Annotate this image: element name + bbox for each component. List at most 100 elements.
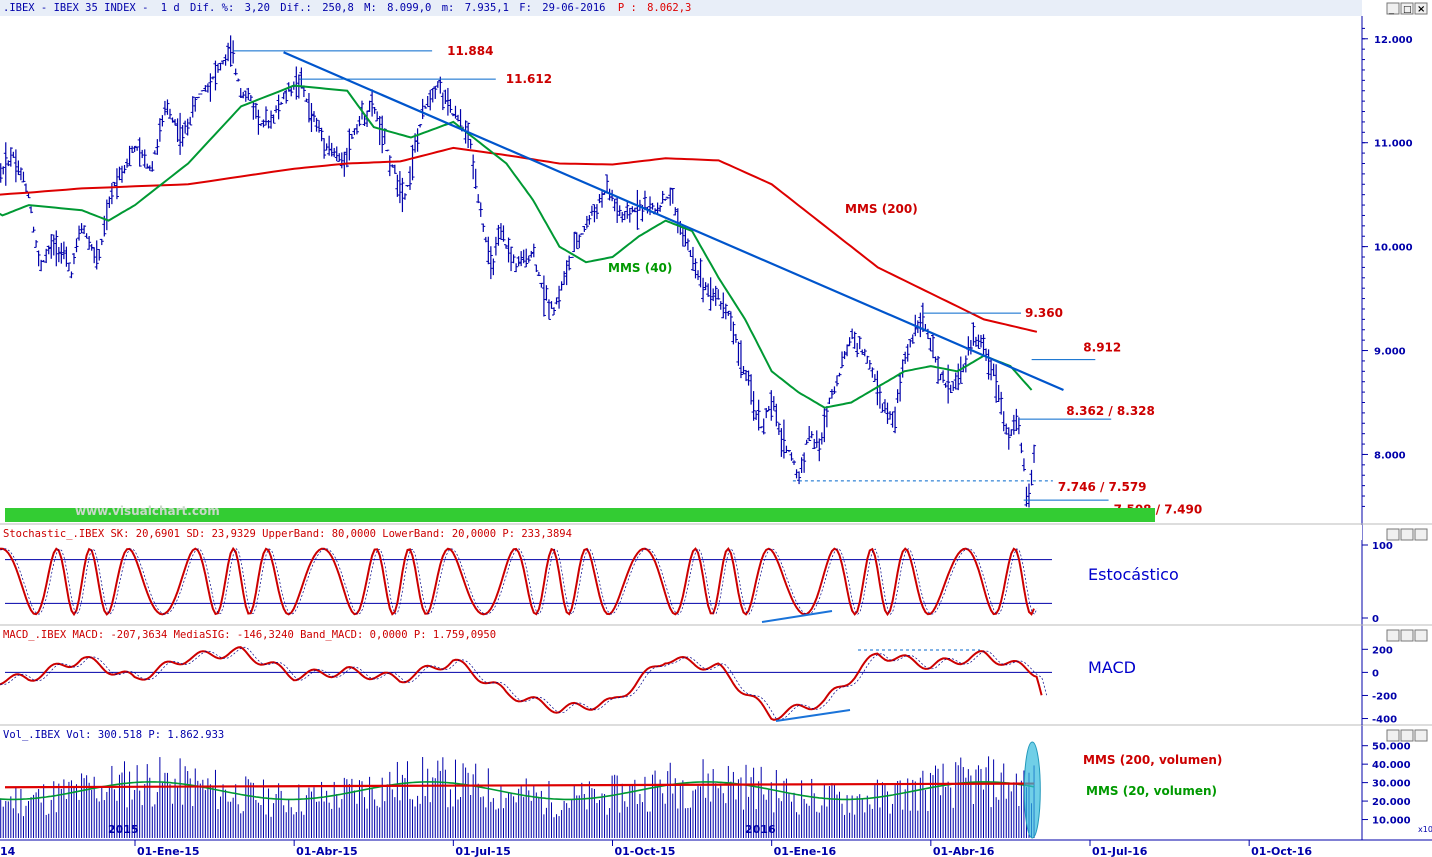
price-bar xyxy=(122,165,127,174)
price-bar xyxy=(231,40,236,64)
maximize-button[interactable] xyxy=(1400,528,1414,541)
price-bar xyxy=(779,428,784,457)
close-button[interactable] xyxy=(1414,2,1428,15)
price-bar xyxy=(0,163,3,183)
price-bar xyxy=(562,271,567,286)
close-button[interactable] xyxy=(1414,729,1428,742)
price-bar xyxy=(311,111,316,123)
price-bar xyxy=(766,405,771,412)
price-bar xyxy=(771,396,776,411)
price-bar xyxy=(713,285,718,306)
price-bar xyxy=(1004,423,1009,435)
price-bar xyxy=(185,118,190,136)
price-bar xyxy=(814,430,819,448)
price-bar xyxy=(210,76,215,80)
price-bar xyxy=(448,98,453,113)
minimize-button[interactable] xyxy=(1386,528,1400,541)
price-bar xyxy=(524,248,529,268)
price-bar xyxy=(736,341,741,366)
price-bar xyxy=(263,106,268,126)
price-bar xyxy=(132,145,137,152)
price-bar xyxy=(943,382,948,388)
price-bar xyxy=(23,183,28,193)
price-bar xyxy=(872,374,877,382)
price-bar xyxy=(289,86,294,97)
price-bar xyxy=(531,243,536,258)
price-bar xyxy=(963,355,968,373)
price-bar xyxy=(349,133,354,140)
price-bar xyxy=(13,149,18,183)
price-bar xyxy=(84,233,89,239)
price-bar xyxy=(8,147,13,167)
price-bar xyxy=(77,225,82,241)
price-bar xyxy=(36,250,41,267)
price-bar xyxy=(842,351,847,360)
level-label: 9.360 xyxy=(1025,306,1063,320)
price-bar xyxy=(56,247,61,263)
price-bar xyxy=(991,363,996,377)
price-bar xyxy=(910,334,915,344)
close-button[interactable] xyxy=(1414,629,1428,642)
x-tick-label: 14 xyxy=(0,845,16,857)
price-bar xyxy=(188,116,193,126)
price-bar xyxy=(266,120,271,129)
minimize-button[interactable] xyxy=(1386,729,1400,742)
price-bar xyxy=(402,193,407,200)
price-bar xyxy=(680,225,685,247)
price-bar xyxy=(567,255,572,271)
price-bar xyxy=(797,471,802,485)
price-window-buttons: _ □ × xyxy=(1386,2,1428,15)
y-tick-label: 10.000 xyxy=(1374,243,1413,254)
price-bar xyxy=(728,311,733,331)
price-bar xyxy=(693,258,698,279)
price-y-axis: 12.000 11.000 10.000 9.000 8.000 xyxy=(1362,27,1413,507)
price-bar xyxy=(142,149,147,168)
y-tick-label: 10.000 xyxy=(1372,816,1411,827)
price-bar xyxy=(114,168,119,200)
price-bar xyxy=(21,171,26,183)
price-bar xyxy=(1009,429,1014,437)
price-bar xyxy=(723,303,728,320)
price-bar xyxy=(966,336,971,356)
year-label: 2016 xyxy=(745,823,776,836)
price-bar xyxy=(329,142,334,157)
vol-header-text: Vol_.IBEX Vol: 300.518 P: 1.862.933 xyxy=(3,729,224,741)
maximize-button[interactable] xyxy=(1400,729,1414,742)
price-bar xyxy=(627,207,632,223)
price-bar xyxy=(903,351,908,364)
close-button[interactable] xyxy=(1414,528,1428,541)
price-bar xyxy=(372,106,377,114)
price-bar xyxy=(1,166,6,175)
price-bar xyxy=(410,144,415,181)
price-levels: 11.884 11.612 9.360 8.912 8.362 / 8.328 7.746… xyxy=(233,44,1202,516)
price-bar xyxy=(792,460,797,465)
price-bar xyxy=(920,302,925,332)
price-bar xyxy=(496,224,501,246)
price-bar xyxy=(999,391,1004,415)
minimize-button[interactable] xyxy=(1386,629,1400,642)
price-bar xyxy=(817,438,822,462)
price-bar xyxy=(764,408,769,419)
price-bar xyxy=(893,406,898,434)
price-bar xyxy=(756,399,761,431)
price-bar xyxy=(54,230,59,267)
price-bar xyxy=(612,198,617,212)
header-date: 29-06-2016 xyxy=(542,2,605,14)
price-bar xyxy=(97,248,102,261)
vol-unit-label: x10 xyxy=(1418,825,1432,834)
maximize-button[interactable] xyxy=(1400,2,1414,15)
price-bar xyxy=(324,143,329,151)
price-bar xyxy=(855,342,860,358)
price-bar xyxy=(415,128,420,152)
price-bar xyxy=(453,105,458,119)
price-bar xyxy=(74,238,79,253)
price-bar xyxy=(880,403,885,413)
price-bar xyxy=(1014,408,1019,432)
price-bar xyxy=(79,223,84,234)
price-bars xyxy=(0,35,1037,508)
minimize-button[interactable] xyxy=(1386,2,1400,15)
maximize-button[interactable] xyxy=(1400,629,1414,642)
price-bar xyxy=(867,360,872,370)
price-bar xyxy=(721,292,726,319)
